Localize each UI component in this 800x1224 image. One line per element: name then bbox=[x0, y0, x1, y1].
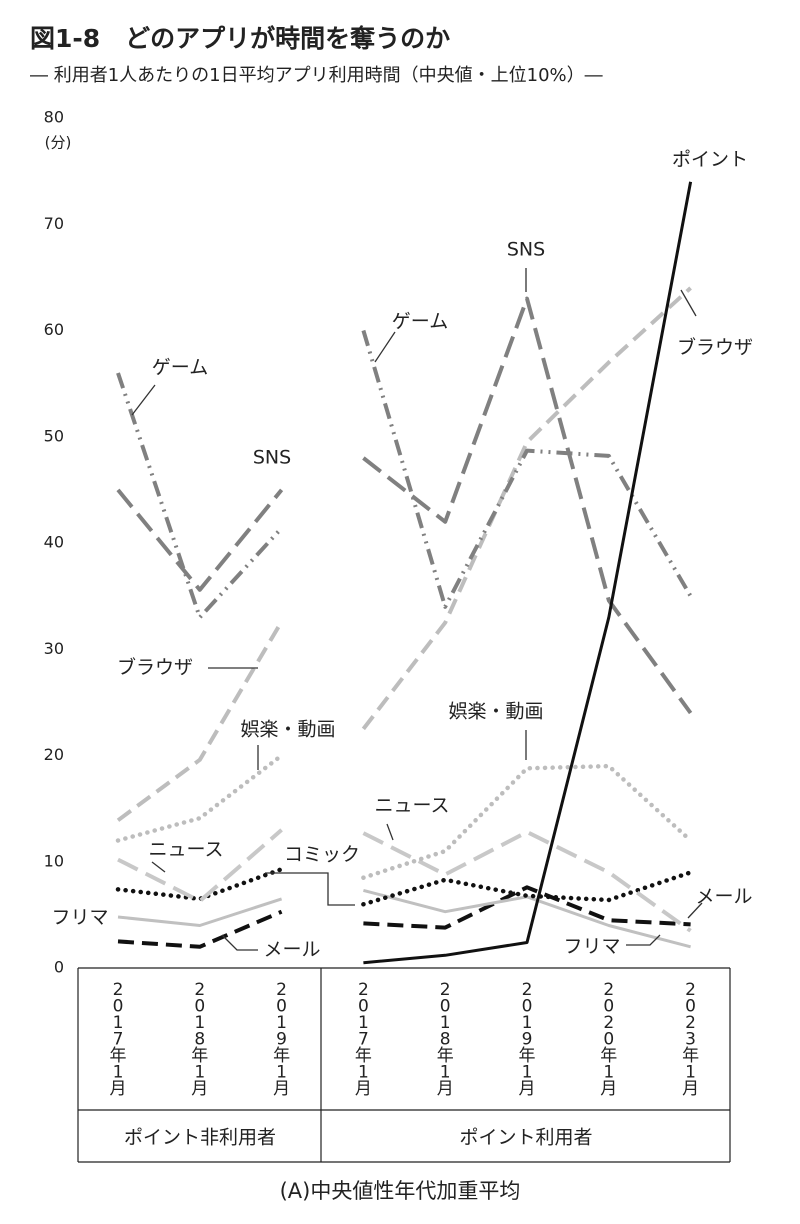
leader-line bbox=[626, 934, 661, 946]
leader-line bbox=[386, 823, 394, 841]
series-line bbox=[116, 286, 692, 822]
series-label: コミック bbox=[284, 844, 360, 866]
series-label: 娯楽・動画 bbox=[448, 701, 543, 723]
leader-line bbox=[265, 872, 355, 906]
caption: (A)中央値性年代加重平均 bbox=[280, 1179, 521, 1203]
y-tick-label: 60 bbox=[44, 320, 64, 339]
y-tick-label: 0 bbox=[54, 958, 64, 977]
y-tick-label: 70 bbox=[44, 214, 64, 233]
chart-title: 図1-8 どのアプリが時間を奪うのか bbox=[30, 24, 450, 53]
y-tick-label: 30 bbox=[44, 639, 64, 658]
series-label: ゲーム bbox=[392, 311, 448, 333]
y-tick-label: 50 bbox=[44, 426, 64, 445]
series-label: SNS bbox=[507, 239, 545, 261]
y-tick-label: 10 bbox=[44, 851, 64, 870]
series-label: 娯楽・動画 bbox=[240, 719, 335, 741]
leader-line bbox=[131, 384, 156, 416]
series-label: ニュース bbox=[148, 839, 223, 861]
series-label: メール bbox=[695, 886, 752, 908]
series-label: ブラウザ bbox=[677, 336, 753, 359]
leader-line bbox=[151, 861, 166, 873]
series-label: フリマ bbox=[563, 936, 620, 958]
group-label: ポイント利用者 bbox=[459, 1127, 592, 1149]
y-tick-label: 20 bbox=[44, 745, 64, 764]
group-label: ポイント非利用者 bbox=[124, 1127, 276, 1149]
y-tick-label: 80 bbox=[44, 108, 64, 127]
series-label: ニュース bbox=[374, 795, 449, 817]
series-label: SNS bbox=[253, 447, 291, 469]
series-label: ポイント bbox=[672, 149, 748, 171]
series-line bbox=[115, 753, 693, 880]
category-box bbox=[77, 967, 731, 1163]
series-line bbox=[117, 828, 692, 933]
leader-line bbox=[221, 934, 258, 951]
series-label: ブラウザ bbox=[117, 656, 193, 679]
leader-line bbox=[374, 331, 396, 363]
series-line bbox=[363, 181, 693, 965]
series-label: ゲーム bbox=[152, 357, 208, 379]
series-label: メール bbox=[263, 939, 320, 961]
y-axis-label: (分) bbox=[45, 134, 72, 152]
series-label: フリマ bbox=[51, 907, 108, 929]
y-tick-label: 40 bbox=[44, 533, 64, 552]
leader-line bbox=[680, 289, 697, 317]
series-line bbox=[116, 329, 693, 620]
series-line bbox=[117, 885, 691, 949]
chart-subtitle: ― 利用者1人あたりの1日平均アプリ利用時間（中央値・上位10%）― bbox=[30, 65, 603, 86]
series-line bbox=[116, 296, 693, 715]
leader-line bbox=[687, 902, 703, 919]
